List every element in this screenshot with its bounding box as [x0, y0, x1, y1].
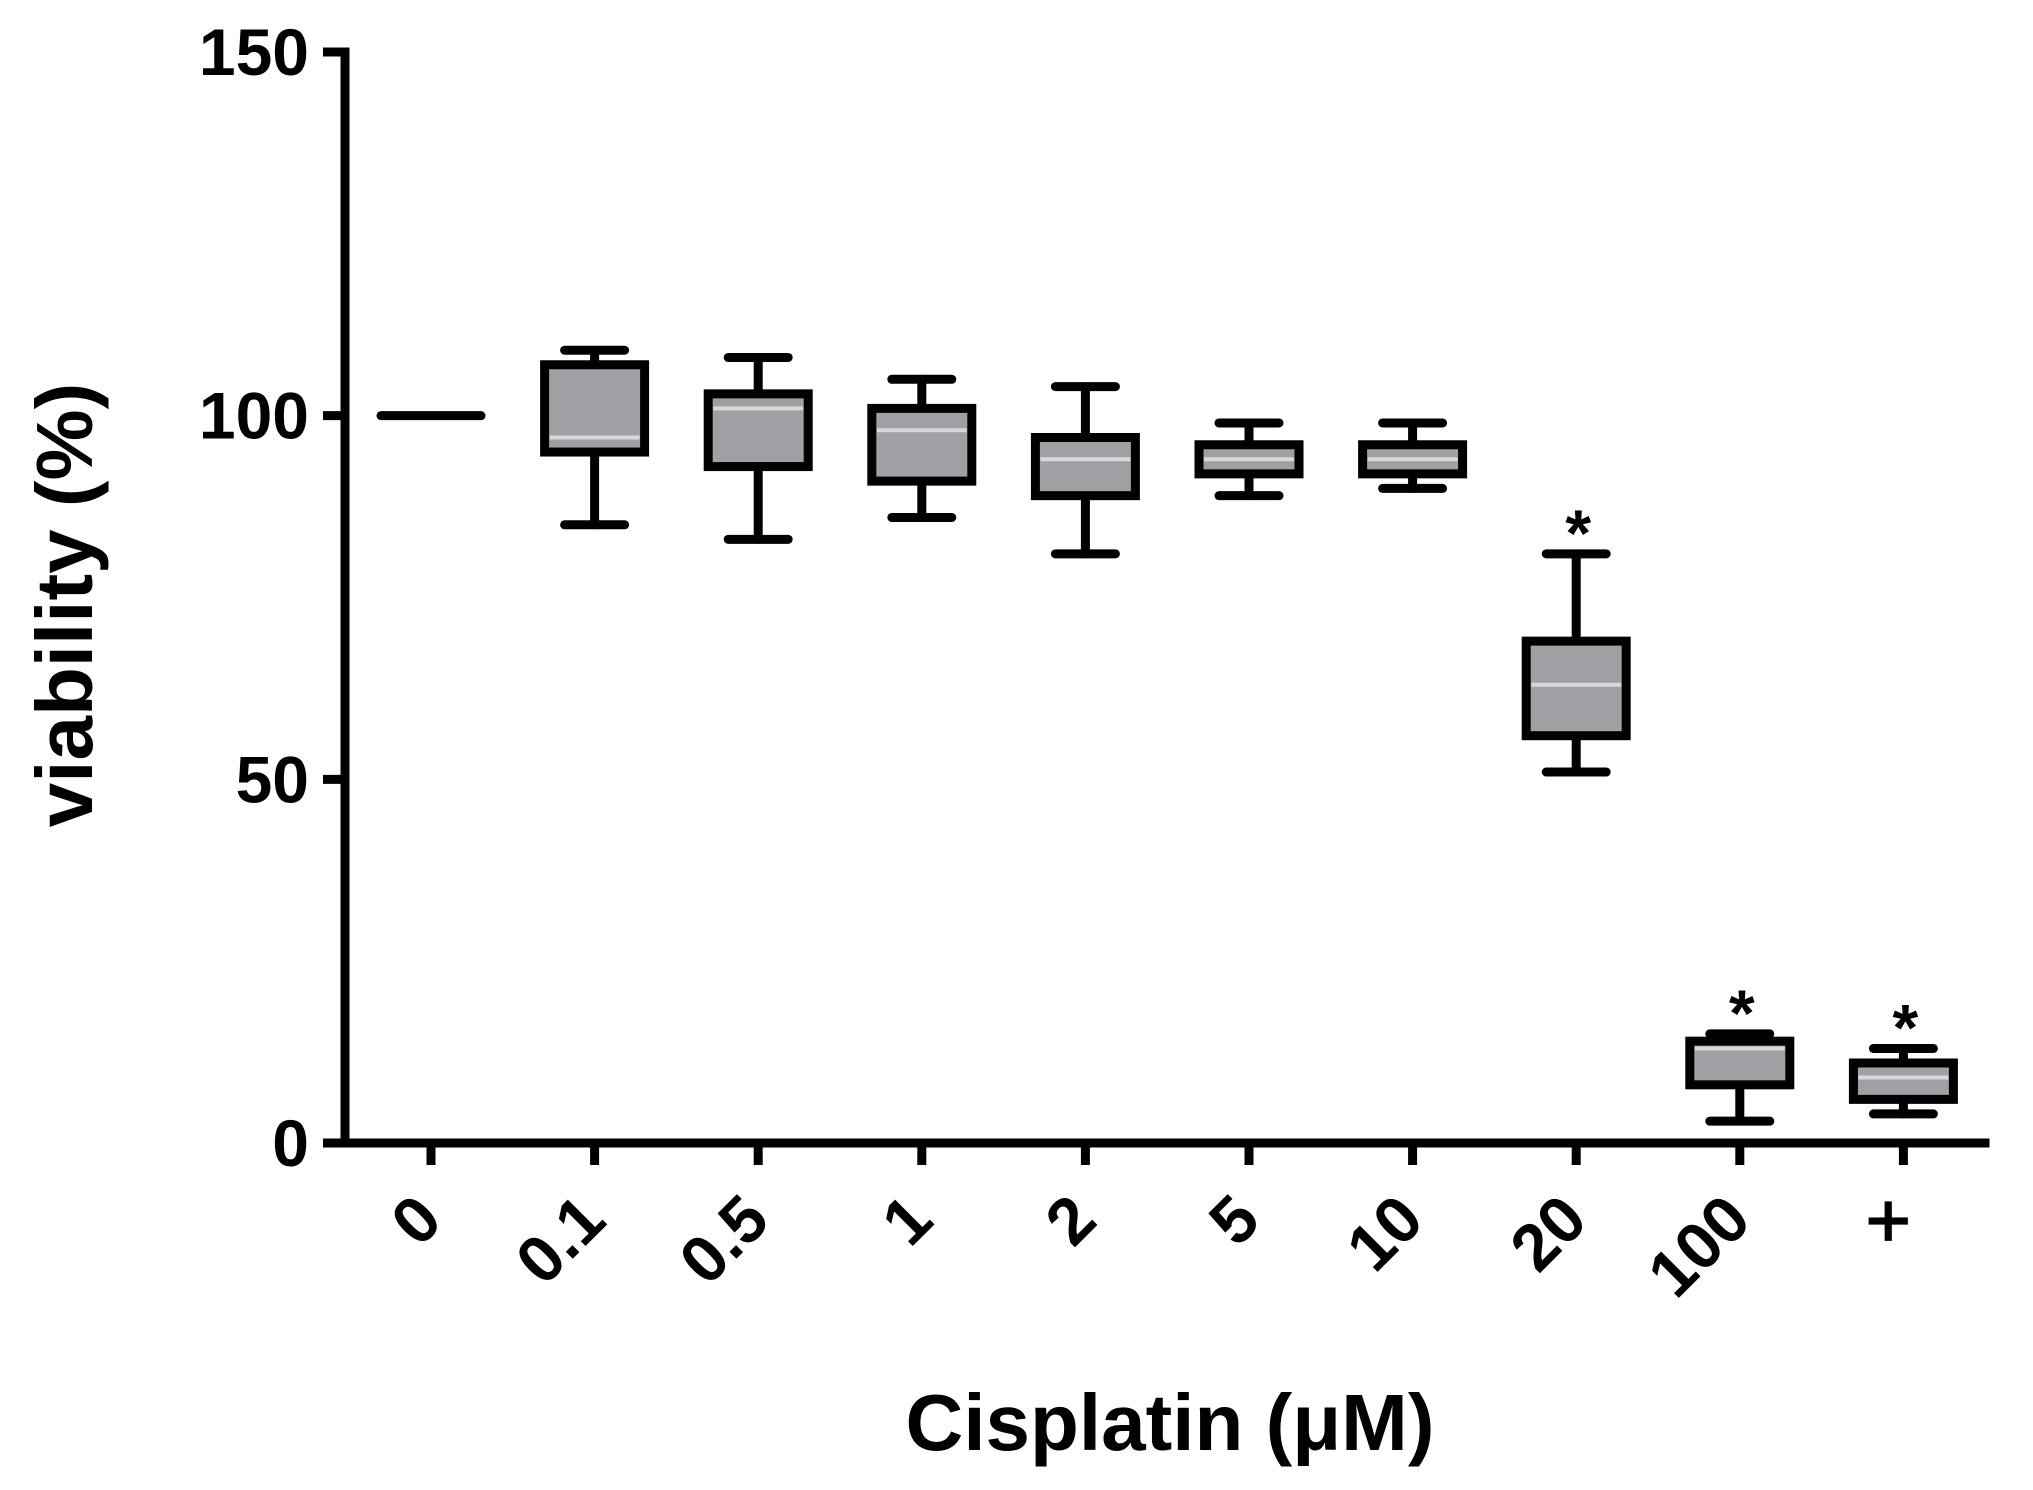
- box-100: *: [1685, 976, 1795, 1126]
- box-body: [703, 389, 813, 472]
- box-body: [1030, 432, 1140, 501]
- x-tick-label: 10: [1332, 1181, 1436, 1285]
- x-axis: 0 0.1 0.5 1 2 5 10 20 100 ×: [340, 1138, 1990, 1311]
- box-10: [1358, 418, 1468, 493]
- x-tick-label: 0.5: [665, 1181, 782, 1298]
- y-tick-label: 50: [236, 742, 309, 816]
- box-body: [867, 403, 977, 486]
- significance-marker: *: [1565, 496, 1591, 570]
- x-tick-label: 0: [377, 1181, 455, 1259]
- x-axis-title: Cisplatin (μM): [906, 1378, 1435, 1467]
- y-tick-label: 0: [272, 1106, 309, 1180]
- box-body: [1848, 1058, 1958, 1104]
- x-tick-label: 1: [867, 1181, 945, 1259]
- box-1: [867, 374, 977, 522]
- box-0.1: [540, 345, 650, 530]
- y-axis-title: viability (%): [20, 383, 109, 828]
- x-tick-label: 5: [1195, 1181, 1273, 1259]
- box-series: * * *: [376, 345, 1958, 1126]
- box-×: *: [1848, 990, 1958, 1119]
- box-5: [1194, 418, 1304, 501]
- x-tick-label: ×: [1848, 1181, 1928, 1261]
- y-axis: 0 50 100 150: [199, 15, 350, 1180]
- box-20: *: [1521, 496, 1631, 777]
- significance-marker: *: [1729, 976, 1755, 1050]
- box-0.5: [703, 352, 813, 544]
- box-body: [1521, 636, 1631, 741]
- x-tick-label: 0.1: [501, 1181, 618, 1298]
- x-tick-label: 20: [1496, 1181, 1600, 1285]
- significance-marker: *: [1893, 990, 1919, 1064]
- y-tick-label: 100: [199, 379, 309, 453]
- x-tick-label: 100: [1634, 1181, 1764, 1311]
- box-2: [1030, 382, 1140, 559]
- y-tick-label: 150: [199, 15, 309, 89]
- x-tick-label: 2: [1031, 1181, 1109, 1259]
